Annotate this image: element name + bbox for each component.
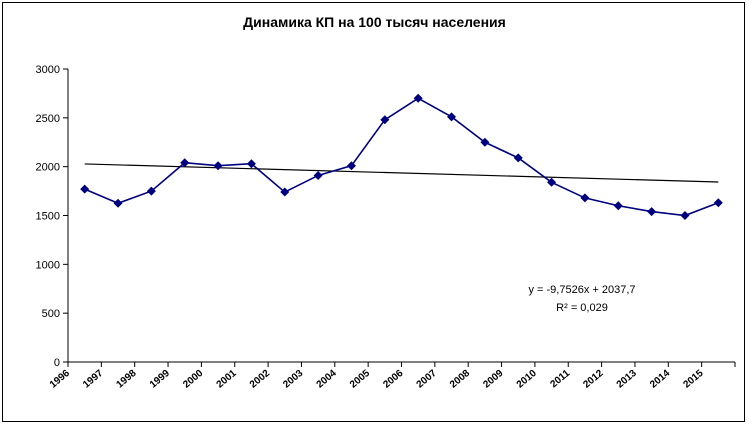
x-tick-label: 2008	[448, 368, 472, 391]
x-tick-label: 2006	[381, 368, 405, 391]
data-point-marker	[447, 112, 457, 122]
data-point-marker	[513, 153, 523, 163]
y-tick-label: 3000	[36, 64, 60, 76]
x-tick-label: 2005	[348, 368, 372, 391]
x-tick-label: 2012	[581, 368, 605, 391]
data-point-marker	[547, 177, 557, 187]
data-point-marker	[480, 137, 490, 147]
y-tick-label: 500	[42, 308, 60, 320]
x-tick-label: 1996	[48, 368, 72, 391]
data-point-marker	[380, 115, 390, 125]
chart-frame	[2, 2, 745, 422]
x-tick-label: 1999	[148, 368, 172, 391]
x-tick-label: 2015	[681, 368, 705, 391]
x-tick-label: 1997	[81, 368, 105, 391]
y-tick-label: 1500	[36, 211, 60, 223]
y-tick-label: 2000	[36, 162, 60, 174]
y-tick-labels: 0 500 1000 1500 2000 2500 3000	[36, 64, 68, 369]
data-point-marker	[280, 187, 290, 197]
x-tick-label: 2009	[481, 368, 505, 391]
y-tick-label: 0	[54, 357, 60, 369]
axes	[67, 69, 735, 363]
data-point-marker	[246, 159, 256, 169]
x-tick-label: 2011	[548, 368, 572, 391]
x-tick-label: 2002	[248, 368, 272, 391]
chart-title: Динамика КП на 100 тысяч населения	[243, 14, 506, 30]
y-tick-label: 1000	[36, 259, 60, 271]
x-tick-label: 2007	[415, 368, 439, 391]
x-tick-label: 1998	[115, 368, 139, 391]
data-point-marker	[313, 170, 323, 180]
x-tick-labels: 1996 1997 1998 1999 2000 2001 2002 2003 2004 2005…	[48, 362, 736, 391]
series-line	[84, 97, 719, 217]
data-point-marker	[647, 207, 657, 217]
data-point-marker	[713, 198, 723, 208]
x-tick-label: 2014	[648, 368, 672, 391]
x-tick-label: 2000	[181, 368, 205, 391]
trendline-line	[84, 163, 719, 183]
trend-equation: y = -9,7526x + 2037,7	[528, 284, 635, 296]
x-tick-label: 2010	[515, 368, 539, 391]
data-point-marker	[213, 161, 223, 171]
trendline	[84, 163, 719, 183]
x-tick-label: 2013	[615, 368, 639, 391]
data-point-marker	[580, 193, 590, 203]
x-tick-label: 2003	[281, 368, 305, 391]
data-point-marker	[180, 158, 190, 168]
data-point-marker	[80, 184, 90, 194]
y-tick-label: 2500	[36, 113, 60, 125]
data-point-marker	[113, 198, 123, 208]
data-point-marker	[413, 93, 423, 103]
x-tick-label: 2004	[315, 368, 339, 391]
data-point-marker	[346, 161, 356, 171]
data-point-marker	[680, 211, 690, 220]
data-point-marker	[146, 186, 156, 196]
series-polyline	[84, 97, 719, 217]
r-squared: R² = 0,029	[556, 302, 608, 314]
x-tick-label: 2001	[215, 368, 239, 391]
data-point-marker	[613, 201, 623, 211]
data-markers	[80, 93, 723, 220]
